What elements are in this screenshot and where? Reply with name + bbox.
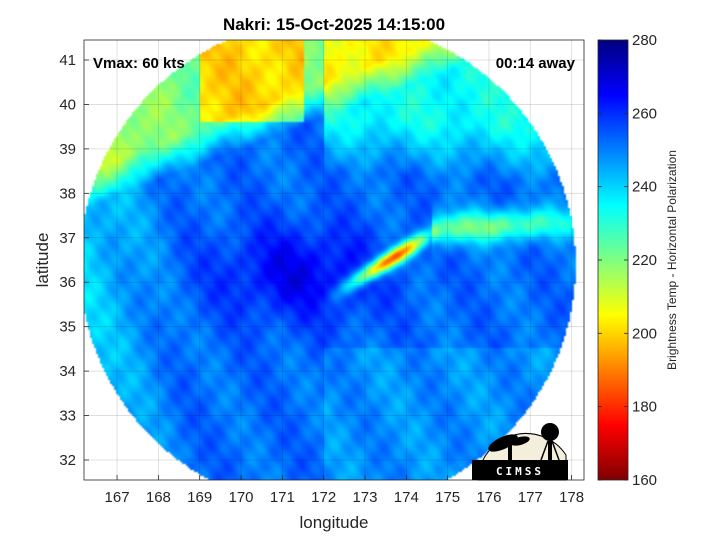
cimss-logo: CIMSS [472, 423, 568, 481]
x-tick-label: 176 [476, 489, 501, 506]
heatmap-layer [84, 40, 584, 480]
y-tick-label: 36 [59, 274, 76, 291]
logo-text: CIMSS [496, 465, 544, 478]
colorbar-ticks: 160 180 200 220 240 260 280 [598, 32, 657, 489]
y-tick-label: 40 [59, 96, 76, 113]
x-tick-label: 168 [146, 489, 171, 506]
y-tick-label: 37 [59, 230, 76, 247]
chart-title: Nakri: 15-Oct-2025 14:15:00 [223, 15, 445, 34]
y-tick-label: 33 [59, 408, 76, 425]
x-tick-label: 171 [270, 489, 295, 506]
y-axis-ticks: 32 33 34 35 36 37 38 39 40 41 [59, 52, 89, 469]
colorbar-tick-label: 260 [632, 105, 657, 122]
colorbar-tick-label: 180 [632, 399, 657, 416]
x-tick-label: 169 [187, 489, 212, 506]
colorbar-label: Brightness Temp - Horizontal Polarizatio… [665, 150, 679, 370]
x-tick-label: 177 [518, 489, 543, 506]
time-away-annotation: 00:14 away [496, 55, 576, 72]
colorbar-tick-label: 160 [632, 472, 657, 489]
x-tick-label: 178 [559, 489, 584, 506]
y-tick-label: 34 [59, 363, 76, 380]
x-tick-label: 174 [394, 489, 419, 506]
y-axis-label: latitude [33, 233, 52, 288]
x-axis-label: longitude [299, 513, 368, 532]
brightness-temp-field [84, 40, 584, 480]
y-tick-label: 35 [59, 319, 76, 336]
x-tick-label: 173 [352, 489, 377, 506]
y-tick-label: 41 [59, 52, 76, 69]
vmax-annotation: Vmax: 60 kts [93, 55, 185, 72]
colorbar [597, 39, 629, 481]
colorbar-tick-label: 200 [632, 325, 657, 342]
x-tick-label: 167 [105, 489, 130, 506]
y-tick-label: 32 [59, 452, 76, 469]
colorbar-tick-label: 280 [632, 32, 657, 49]
x-tick-label: 172 [311, 489, 336, 506]
x-axis-ticks: 167 168 169 170 171 172 173 174 175 176 177 178 [105, 475, 584, 506]
grid-lines [84, 40, 584, 480]
colorbar-tick-label: 240 [632, 179, 657, 196]
y-tick-label: 39 [59, 141, 76, 158]
x-tick-label: 170 [229, 489, 254, 506]
y-tick-label: 38 [59, 185, 76, 202]
colorbar-tick-label: 220 [632, 252, 657, 269]
axes-frame [83, 39, 585, 481]
x-tick-label: 175 [435, 489, 460, 506]
